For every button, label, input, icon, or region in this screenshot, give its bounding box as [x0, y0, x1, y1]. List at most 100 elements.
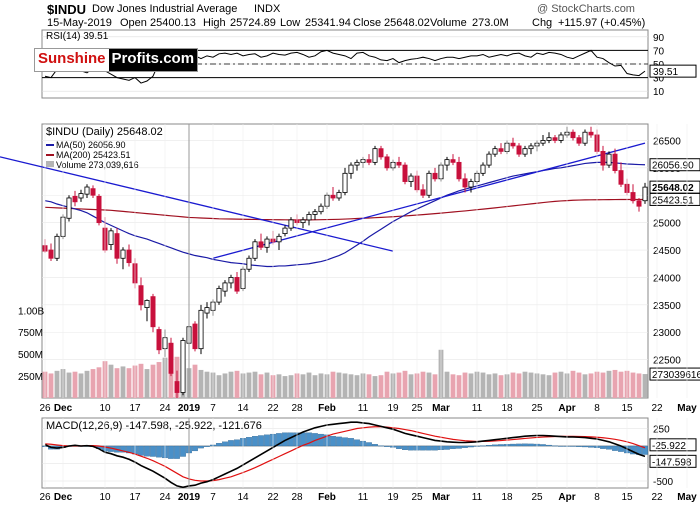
volume-bar	[576, 372, 582, 398]
volume-bar	[66, 372, 72, 398]
ma50-legend: MA(50) 26056.90	[56, 140, 126, 150]
volume-tick-label: 1.00B	[18, 306, 44, 317]
volume-bar	[228, 371, 234, 398]
macd-histogram-bar	[276, 433, 282, 447]
price-xaxis-label: 8	[594, 403, 600, 414]
candle-body	[144, 300, 150, 308]
rsi-tick-label: 70	[653, 46, 665, 57]
price-last-value: 26056.90	[652, 161, 694, 172]
macd-histogram-bar	[570, 445, 576, 447]
candle-body	[588, 131, 594, 136]
candle-body	[174, 381, 180, 393]
candle-body	[354, 161, 360, 166]
volume-bar	[444, 371, 450, 398]
candle-body	[288, 219, 294, 229]
candle-body	[348, 164, 354, 174]
macd-histogram-bar	[174, 445, 180, 459]
volume-bar	[348, 374, 354, 398]
volume-bar	[366, 374, 372, 398]
candle-body	[600, 150, 606, 166]
candle-body	[312, 211, 318, 215]
macd-histogram-bar	[516, 443, 522, 447]
candle-body	[156, 329, 162, 351]
rsi-last-value-box	[649, 64, 697, 78]
volume-bar	[318, 373, 324, 398]
volume-bar	[264, 372, 270, 398]
volume-bar	[426, 372, 432, 398]
price-tick-label: 24000	[653, 273, 681, 284]
macd-histogram-bar	[462, 445, 468, 448]
macd-histogram-bar	[402, 445, 408, 450]
volume-bar	[516, 373, 522, 398]
macd-xaxis-label: 26	[39, 492, 51, 503]
index-name: Dow Jones Industrial Average	[92, 3, 238, 15]
macd-histogram-bar	[348, 438, 354, 447]
price-xaxis-label: 24	[159, 403, 171, 414]
candle-body	[246, 257, 252, 270]
logo-part-1: Sunshine	[35, 49, 109, 71]
rsi-legend: RSI(14) 39.51	[46, 31, 109, 42]
macd-histogram-bar	[234, 439, 240, 447]
macd-histogram-bar	[306, 432, 312, 447]
price-xaxis-label: 2019	[178, 403, 201, 414]
volume-bar	[84, 370, 90, 398]
ma200-legend: MA(200) 25423.51	[56, 150, 131, 160]
macd-histogram-bar	[432, 445, 438, 451]
candle-body	[114, 233, 120, 259]
candle-body	[228, 277, 234, 284]
candle-body	[318, 205, 324, 213]
volume-bar	[510, 372, 516, 398]
volume-tick-label: 250M	[18, 372, 43, 383]
volume-bar	[192, 364, 198, 398]
macd-histogram-bar	[120, 445, 126, 453]
volume-bar	[498, 375, 504, 398]
price-last-value: 25423.51	[652, 195, 694, 206]
candle-body	[222, 282, 228, 292]
quote-date: 15-May-2019	[47, 17, 112, 29]
volume-bar	[612, 369, 618, 398]
candle-body	[84, 186, 90, 195]
candle-body	[198, 309, 204, 350]
candle-body	[468, 181, 474, 188]
volume-bar	[78, 373, 84, 398]
macd-histogram-bar	[198, 445, 204, 449]
volume-bar	[546, 375, 552, 398]
candle-body	[234, 277, 240, 292]
macd-histogram-bar	[366, 442, 372, 447]
volume-bar	[552, 372, 558, 398]
macd-histogram-bar	[444, 445, 450, 450]
candle-body	[432, 172, 438, 180]
macd-histogram-bar	[396, 445, 402, 449]
open-label: Open	[120, 17, 147, 29]
price-tick-label: 24500	[653, 246, 681, 257]
macd-line	[44, 421, 646, 489]
price-xaxis-label: 25	[411, 403, 423, 414]
candle-body	[168, 342, 174, 374]
price-xaxis-label: 28	[291, 403, 303, 414]
candle-body	[264, 238, 270, 248]
volume-bar	[582, 374, 588, 398]
trendline	[0, 156, 394, 252]
rsi-tick-label: 90	[653, 33, 665, 44]
price-xaxis-label: 25	[531, 403, 543, 414]
price-xaxis-label: 14	[237, 403, 249, 414]
macd-xaxis-label: Apr	[558, 492, 575, 503]
macd-histogram-bar	[588, 445, 594, 448]
candle-body	[192, 323, 198, 350]
volume-bar	[606, 370, 612, 398]
macd-xaxis-label: 15	[621, 492, 633, 503]
volume-bar	[468, 373, 474, 398]
macd-xaxis-label: Mar	[432, 492, 450, 503]
volume-bar	[168, 361, 174, 398]
price-xaxis-label: 26	[39, 403, 51, 414]
macd-xaxis-label: 25	[531, 492, 543, 503]
candle-body	[606, 153, 612, 166]
candle-body	[444, 159, 450, 166]
volume-bar	[282, 376, 288, 398]
macd-histogram-bar	[426, 445, 432, 451]
macd-histogram-bar	[228, 440, 234, 447]
candle-body	[582, 131, 588, 144]
macd-histogram-bar	[372, 444, 378, 447]
macd-histogram-bar	[450, 445, 456, 449]
volume-bar	[384, 371, 390, 398]
